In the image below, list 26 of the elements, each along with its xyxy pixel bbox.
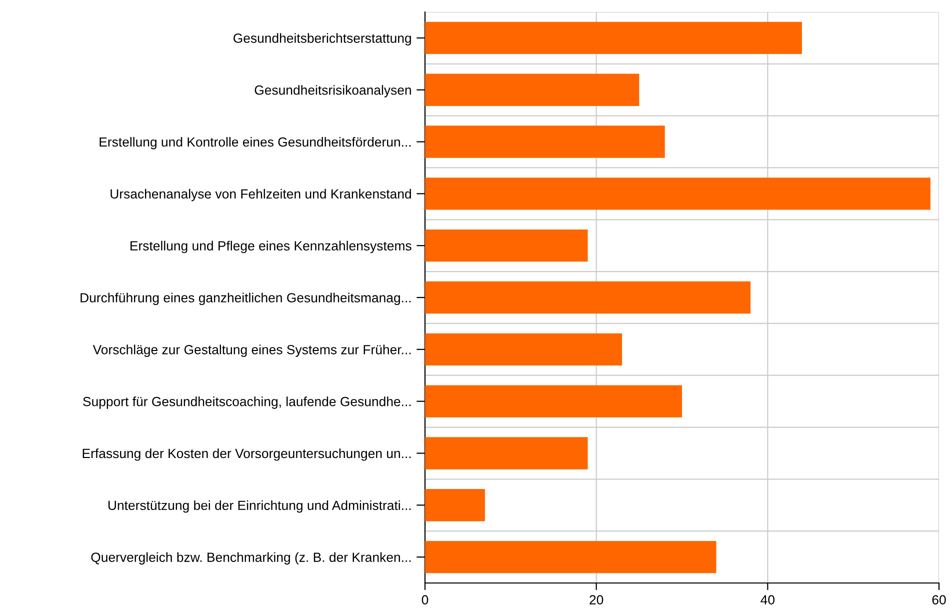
x-tick-label: 60 xyxy=(932,595,946,604)
bar xyxy=(425,230,588,262)
bar xyxy=(425,489,485,522)
y-tick-label: Unterstützung bei der Einrichtung und Administrati... xyxy=(108,500,411,513)
y-tick-label: Erstellung und Pflege eines Kennzahlensystems xyxy=(130,240,412,254)
bar xyxy=(425,22,802,54)
y-tick-label: Vorschläge zur Gestaltung eines Systems zur Früher... xyxy=(92,344,411,357)
y-tick-label: Support für Gesundheitscoaching, laufende Gesundhe... xyxy=(83,396,411,409)
y-tick-label: Quervergleich bzw. Benchmarking (z. B. der Kranken... xyxy=(91,552,411,565)
y-tick-label: Erfassung der Kosten der Vorsorgeuntersuchungen un... xyxy=(82,448,411,461)
bar xyxy=(425,178,930,210)
bar xyxy=(425,281,751,314)
bar xyxy=(425,333,622,366)
y-tick-label: Gesundheitsrisikoanalysen xyxy=(254,85,411,98)
bar xyxy=(425,540,716,574)
x-tick-label: 20 xyxy=(590,595,604,604)
bar xyxy=(425,437,588,470)
y-tick-label: Durchführung eines ganzheitlichen Gesundheitsmanag... xyxy=(80,292,411,306)
y-tick-label: Ursachenanalyse von Fehlzeiten und Krankenstand xyxy=(110,188,411,202)
x-tick-label: 40 xyxy=(760,595,774,604)
x-tick-label: 0 xyxy=(422,595,428,604)
y-tick-label: Gesundheitsberichtserstattung xyxy=(234,33,411,46)
y-tick-label: Erstellung und Kontrolle eines Gesundheitsförderun... xyxy=(100,136,411,150)
bar xyxy=(425,126,665,158)
bar xyxy=(425,385,682,418)
bar xyxy=(425,74,640,106)
